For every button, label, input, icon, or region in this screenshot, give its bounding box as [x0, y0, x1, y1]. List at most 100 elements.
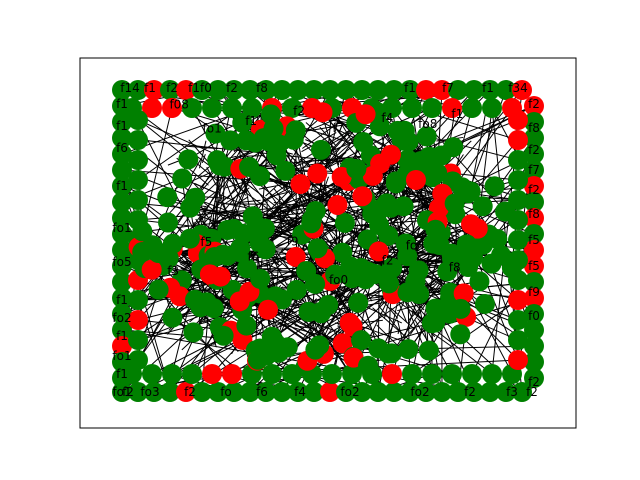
graph-node-green	[400, 382, 420, 402]
graph-node-green	[425, 219, 446, 240]
graph-node-green	[112, 176, 132, 196]
graph-node-green	[508, 170, 528, 190]
node-label: f1	[116, 329, 128, 343]
graph-node-green	[209, 155, 230, 176]
graph-node-green	[162, 364, 182, 384]
graph-node-green	[469, 271, 490, 292]
node-label: fo5	[112, 255, 131, 269]
graph-edge	[196, 145, 279, 245]
graph-edge	[267, 275, 293, 289]
node-label: f5	[200, 235, 212, 249]
graph-edge	[198, 140, 207, 169]
graph-node-red	[453, 283, 474, 304]
node-label: fo4	[406, 239, 425, 253]
graph-node-green	[336, 382, 356, 402]
graph-node-green	[464, 382, 484, 402]
graph-node-red	[508, 110, 528, 130]
node-label: f7	[442, 81, 454, 95]
graph-node-red	[355, 104, 376, 125]
graph-node-green	[112, 80, 132, 100]
graph-node-red	[258, 299, 279, 320]
node-label: f1	[116, 97, 128, 111]
graph-edge	[226, 186, 237, 200]
graph-node-green	[448, 80, 468, 100]
graph-node-green	[427, 163, 448, 184]
graph-edge	[409, 327, 416, 335]
graph-edge	[251, 257, 282, 271]
graph-node-green	[462, 364, 482, 384]
graph-node-green	[272, 80, 292, 100]
graph-node-red	[512, 80, 532, 100]
graph-node-green	[416, 382, 436, 402]
node-label: f8	[256, 81, 268, 95]
graph-node-green	[402, 98, 422, 118]
graph-node-green	[128, 382, 148, 402]
graph-node-green	[192, 80, 212, 100]
graph-node-green	[224, 382, 244, 402]
node-label: fo1	[112, 221, 131, 235]
graph-node-green	[217, 219, 238, 240]
graph-node-green	[112, 304, 132, 324]
node-label: f6	[116, 141, 128, 155]
graph-node-red	[128, 310, 148, 330]
node-label: f7	[332, 121, 344, 135]
graph-node-green	[288, 382, 308, 402]
graph-node-green	[182, 364, 202, 384]
graph-node-red	[307, 163, 328, 184]
graph-node-green	[450, 324, 471, 345]
graph-node-red	[162, 98, 182, 118]
graph-node-green	[524, 192, 544, 212]
graph-node-red	[370, 153, 391, 174]
graph-node-green	[128, 330, 148, 350]
node-label: fo	[220, 385, 232, 399]
graph-node-red	[508, 130, 528, 150]
graph-edge	[273, 202, 310, 208]
node-label: f7	[528, 163, 540, 177]
graph-node-green	[208, 80, 228, 100]
graph-node-red	[141, 259, 162, 280]
graph-node-green	[496, 382, 516, 402]
graph-edge	[334, 204, 338, 275]
graph-node-green	[224, 80, 244, 100]
graph-node-green	[351, 258, 372, 279]
graph-node-green	[179, 228, 200, 249]
graph-edge	[279, 214, 285, 219]
graph-node-red	[343, 347, 364, 368]
node-label: f4	[381, 111, 393, 125]
graph-node-green	[148, 279, 169, 300]
graph-node-green	[239, 156, 260, 177]
graph-node-green	[421, 313, 442, 334]
node-label: f2	[382, 254, 394, 268]
graph-edge	[414, 320, 429, 343]
graph-node-red	[524, 288, 544, 308]
node-label: f2	[526, 385, 538, 399]
graph-edge	[407, 284, 443, 322]
graph-edge	[206, 167, 217, 186]
node-label: f2	[528, 97, 540, 111]
graph-edge	[282, 210, 299, 228]
graph-node-green	[263, 118, 284, 139]
graph-node-green	[418, 340, 439, 361]
graph-node-green	[128, 190, 148, 210]
node-label: f3	[167, 264, 179, 278]
graph-node-green	[208, 382, 228, 402]
graph-node-green	[132, 221, 153, 242]
plot-frame	[79, 57, 577, 429]
graph-edge	[192, 221, 195, 228]
graph-node-green	[508, 150, 528, 170]
graph-node-green	[442, 248, 463, 269]
graph-node-green	[508, 310, 528, 330]
graph-node-green	[213, 325, 234, 346]
node-label: f1	[451, 107, 463, 121]
graph-edge	[185, 145, 219, 150]
graph-edge	[378, 306, 403, 335]
graph-node-red	[524, 208, 544, 228]
graph-edge	[201, 154, 206, 164]
graph-node-green	[249, 232, 270, 253]
graph-node-green	[178, 149, 199, 170]
graph-edge	[335, 150, 340, 166]
graph-edge	[294, 325, 314, 330]
graph-node-green	[162, 307, 183, 328]
graph-edge	[180, 267, 192, 273]
graph-edge	[363, 305, 403, 324]
